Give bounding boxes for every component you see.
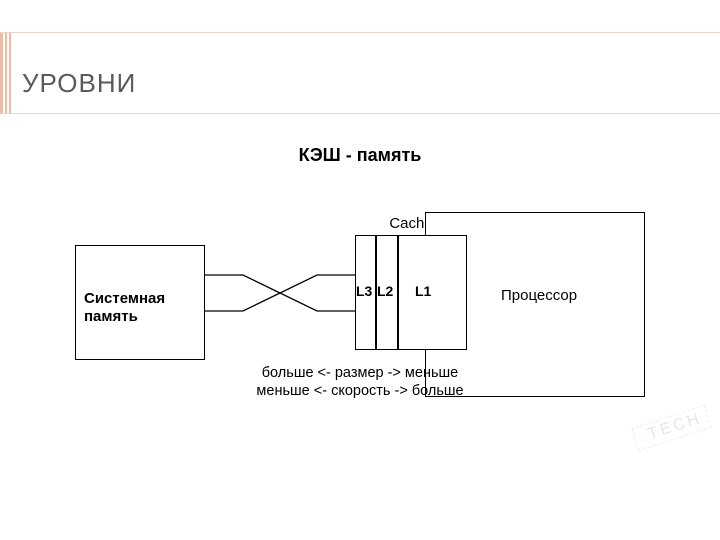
processor-label: Процессор [501,287,577,304]
cache-diagram: КЭШ - память Cache Системная память Проц… [75,135,645,425]
l3-label: L3 [356,283,372,299]
slide-title: УРОВНИ [22,68,136,99]
bidir-connector-icon [205,265,355,321]
diagram-title: КЭШ - память [75,145,645,166]
l1-label: L1 [415,283,431,299]
l2-label: L2 [377,283,393,299]
annotation-speed: меньше <- скорость -> больше [75,383,645,399]
system-memory-label-line2: память [84,308,138,325]
annotation-size: больше <- размер -> меньше [75,365,645,381]
system-memory-label-line1: Системная [84,290,165,307]
system-memory-box: Системная память [75,245,205,360]
cache-divider-l2 [397,235,399,350]
